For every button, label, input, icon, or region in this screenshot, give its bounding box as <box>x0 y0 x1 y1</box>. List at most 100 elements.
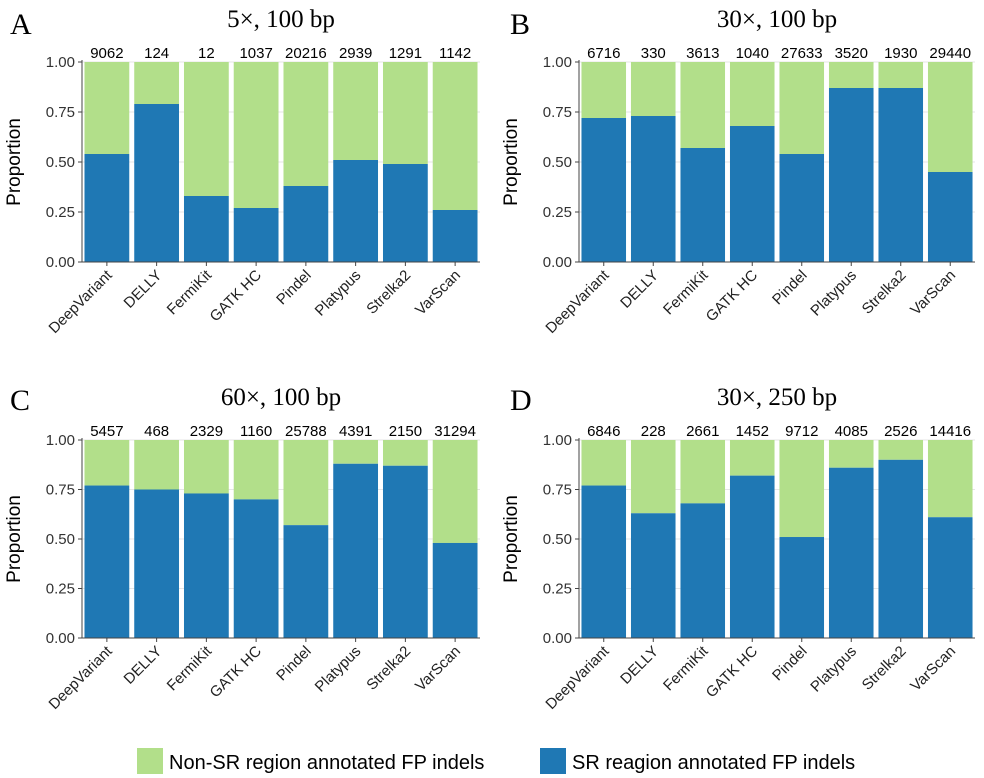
x-tick-label: VarScan <box>907 643 959 695</box>
y-tick-label: 1.00 <box>543 432 572 449</box>
count-label: 12 <box>198 45 215 62</box>
bar-sr <box>729 126 775 262</box>
y-tick-label: 0.75 <box>543 104 572 121</box>
bar-sr <box>134 104 180 262</box>
count-label: 6846 <box>587 423 620 440</box>
x-tick-label: Pindel <box>273 643 315 685</box>
count-label: 228 <box>641 423 666 440</box>
bar-non-sr <box>382 440 428 466</box>
bar-sr <box>84 154 130 262</box>
count-label: 1037 <box>239 45 272 62</box>
panel-letter: C <box>10 384 30 417</box>
x-tick-label: DELLY <box>121 643 166 688</box>
y-tick-label: 0.00 <box>46 254 75 271</box>
bar-non-sr <box>382 62 428 164</box>
x-tick-label: Platypus <box>312 643 365 696</box>
count-label: 3613 <box>686 45 719 62</box>
y-tick-label: 0.75 <box>46 482 75 499</box>
bar-sr <box>333 463 379 638</box>
bar-non-sr <box>183 62 229 196</box>
y-tick-label: 0.50 <box>46 531 75 548</box>
panel-letter: B <box>510 8 530 41</box>
bar-non-sr <box>581 62 627 118</box>
panel-a: A 5×, 100 bp 0.00 0.25 0.50 0.75 1.00 Proportio… <box>4 6 480 337</box>
bar-sr <box>183 196 229 262</box>
bar-non-sr <box>680 62 726 148</box>
panel-letter: A <box>10 8 32 41</box>
y-tick-label: 0.25 <box>543 204 572 221</box>
bar-sr <box>630 513 676 638</box>
bar-sr <box>630 116 676 262</box>
bar-non-sr <box>283 440 329 526</box>
bar-sr <box>382 465 428 638</box>
legend-swatch-sr <box>540 748 566 774</box>
count-label: 5457 <box>90 423 123 440</box>
bar-non-sr <box>183 440 229 494</box>
y-axis-title: Proportion <box>501 495 522 583</box>
bar-non-sr <box>333 62 379 160</box>
bar-non-sr <box>927 440 973 518</box>
y-axis-title: Proportion <box>4 118 25 206</box>
y-tick-label: 0.25 <box>46 581 75 598</box>
bar-sr <box>729 475 775 638</box>
panel-title: 30×, 100 bp <box>717 6 837 33</box>
bar-sr <box>283 186 329 262</box>
legend: Non-SR region annotated FP indels SR rea… <box>137 748 855 774</box>
panel-b: B 30×, 100 bp 0.00 0.25 0.50 0.75 1.00 Proporti… <box>501 6 975 337</box>
x-tick-label: Strelka2 <box>363 267 414 318</box>
bar-non-sr <box>84 440 130 486</box>
bar-non-sr <box>729 440 775 476</box>
legend-swatch-non-sr <box>137 748 163 774</box>
count-label: 330 <box>641 45 666 62</box>
x-tick-label: DeepVariant <box>542 642 613 713</box>
count-label: 6716 <box>587 45 620 62</box>
x-tick-label: DeepVariant <box>46 266 117 337</box>
bar-sr <box>432 210 478 262</box>
count-label: 1452 <box>736 423 769 440</box>
bar-sr <box>828 88 874 262</box>
bar-non-sr <box>828 440 874 468</box>
count-label: 2329 <box>190 423 223 440</box>
bar-non-sr <box>878 440 924 460</box>
bar-non-sr <box>680 440 726 504</box>
bar-sr <box>581 118 627 262</box>
count-label: 31294 <box>434 423 476 440</box>
x-tick-label: Strelka2 <box>363 643 414 694</box>
bar-sr <box>432 542 478 638</box>
y-tick-label: 1.00 <box>46 54 75 71</box>
count-label: 1930 <box>884 45 917 62</box>
y-tick-label: 0.00 <box>543 254 572 271</box>
x-tick-label: GATK HC <box>703 267 761 325</box>
bar-sr <box>333 160 379 262</box>
x-tick-label: Strelka2 <box>859 643 910 694</box>
y-tick-label: 0.75 <box>46 104 75 121</box>
y-tick-label: 1.00 <box>46 432 75 449</box>
bar-sr <box>680 503 726 638</box>
bar-non-sr <box>828 62 874 88</box>
x-tick-label: GATK HC <box>207 267 265 325</box>
y-tick-label: 0.00 <box>46 630 75 647</box>
y-tick-label: 0.00 <box>543 630 572 647</box>
y-tick-label: 0.75 <box>543 482 572 499</box>
bar-sr <box>878 88 924 262</box>
bar-sr <box>134 489 180 638</box>
panel-d: D 30×, 250 bp 0.00 0.25 0.50 0.75 1.00 Proporti… <box>501 384 975 713</box>
count-label: 2150 <box>389 423 422 440</box>
legend-label-non-sr: Non-SR region annotated FP indels <box>169 752 484 774</box>
bar-non-sr <box>134 62 180 104</box>
x-tick-label: DeepVariant <box>542 266 613 337</box>
x-tick-label: GATK HC <box>207 643 265 701</box>
count-label: 2939 <box>339 45 372 62</box>
x-tick-label: DeepVariant <box>46 642 117 713</box>
count-label: 9712 <box>785 423 818 440</box>
bar-sr <box>828 467 874 638</box>
count-label: 2661 <box>686 423 719 440</box>
x-tick-label: DELLY <box>121 267 166 312</box>
x-tick-label: Pindel <box>273 267 315 309</box>
x-tick-label: GATK HC <box>703 643 761 701</box>
x-tick-label: DELLY <box>617 643 662 688</box>
y-axis-title: Proportion <box>501 118 522 206</box>
bar-non-sr <box>581 440 627 486</box>
count-label: 14416 <box>929 423 971 440</box>
